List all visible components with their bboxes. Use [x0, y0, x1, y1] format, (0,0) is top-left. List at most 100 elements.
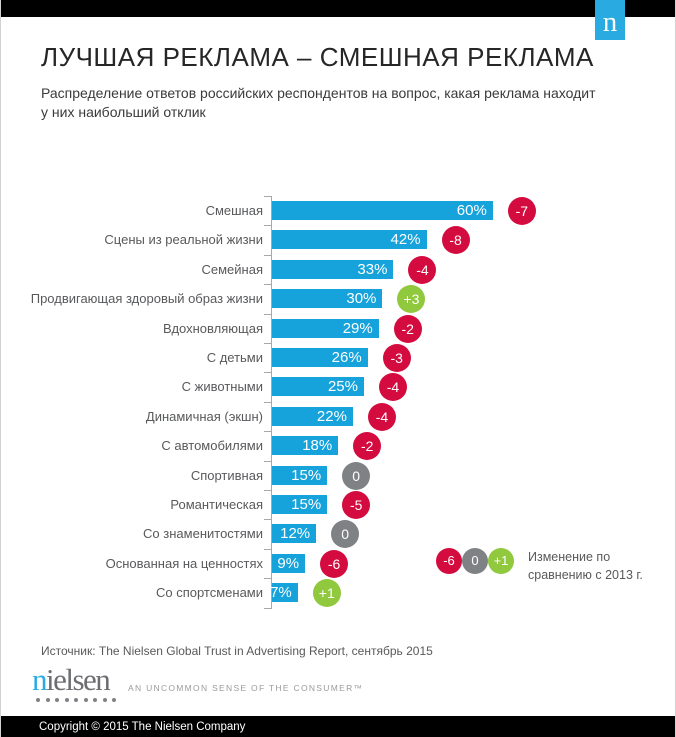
logo-dot	[112, 698, 116, 702]
chart-row: Со спортсменами 7% +1	[1, 578, 675, 608]
bar-value-label: 15%	[291, 496, 322, 513]
logo-dot	[64, 698, 69, 702]
axis-tick	[264, 254, 272, 256]
category-label: Романтическая	[170, 497, 263, 512]
category-label: Вдохновляющая	[162, 320, 263, 336]
bar-value-label: 60%	[456, 202, 487, 219]
axis-tick	[264, 313, 272, 315]
change-badge: 0	[331, 520, 360, 549]
chart-row: Смешная 60% -7	[1, 196, 675, 225]
bar-value-label: 12%	[280, 525, 311, 543]
bar-value-label: 15%	[291, 466, 322, 484]
bar: 7%	[270, 583, 298, 603]
bar-value-label: 18%	[302, 437, 333, 455]
brand-tagline: AN UNCOMMON SENSE OF THE CONSUMER™	[128, 683, 364, 693]
logo-dot	[45, 698, 50, 702]
logo-dot	[74, 698, 78, 702]
chart-row: Семейная 33% -4	[1, 255, 675, 284]
category-label: Сцены из реальной жизни	[104, 232, 263, 248]
bar-value-label: 29%	[342, 319, 373, 337]
category-label: С автомобилями	[161, 438, 263, 454]
chart-row: Динамичная (экшн) 22% -4	[1, 402, 675, 431]
logo-dot	[83, 698, 88, 702]
chart-row: С детьми 26% -3	[1, 343, 675, 372]
logo-dot	[102, 698, 107, 702]
chart-row: С автомобилями 18% -2	[1, 431, 675, 461]
change-badge: -6	[320, 549, 349, 578]
bar: 29%	[272, 318, 379, 338]
category-label: Семейная	[201, 261, 264, 277]
category-label: Спортивная	[190, 467, 263, 483]
change-badge: -4	[367, 402, 396, 431]
axis-tick	[264, 225, 272, 227]
axis-tick	[264, 490, 272, 491]
axis-tick	[264, 196, 272, 197]
category-label: Основанная на ценностях	[105, 555, 263, 571]
bar-value-label: 7%	[270, 584, 292, 602]
bar: 25%	[272, 377, 364, 397]
legend-sample-badge: -6	[436, 548, 462, 574]
top-bar	[1, 0, 675, 17]
chart-row: Основанная на ценностях 9% -6	[1, 549, 675, 578]
bar: 60%	[272, 201, 493, 220]
change-badge: -4	[408, 255, 437, 284]
copyright-text: Copyright © 2015 The Nielsen Company	[39, 720, 246, 733]
axis-tick	[264, 519, 272, 521]
change-badge: +3	[397, 285, 426, 314]
logo-dot	[55, 698, 59, 702]
change-badge: 0	[342, 461, 371, 490]
axis-tick	[264, 372, 272, 374]
chart-row: Романтическая 15% -5	[1, 490, 675, 519]
chart-row: Вдохновляющая 29% -2	[1, 314, 675, 343]
bar-value-label: 33%	[357, 260, 388, 278]
axis-tick	[264, 578, 272, 580]
bar-value-label: 9%	[277, 554, 300, 572]
bar: 33%	[272, 259, 394, 279]
category-label: Со спортсменами	[155, 585, 263, 601]
bar-value-label: 22%	[316, 407, 347, 425]
wordmark-first-letter: n	[32, 662, 48, 697]
change-badge: +1	[312, 579, 341, 608]
axis-tick	[264, 401, 272, 403]
category-label: С детьми	[206, 350, 263, 365]
page-subtitle: Распределение ответов российских респонд…	[41, 85, 596, 120]
change-badge: -8	[441, 226, 470, 255]
category-label: Продвигающая здоровый образ жизни	[30, 291, 263, 307]
axis-tick	[264, 607, 272, 609]
axis-tick	[264, 460, 272, 462]
nielsen-wordmark: nielsen	[32, 662, 111, 697]
legend-sample-badge: +1	[488, 548, 514, 574]
category-label: Динамичная (экшн)	[145, 408, 263, 424]
legend-label: Изменение по сравнению с 2013 г.	[528, 550, 643, 582]
axis-tick	[264, 343, 272, 344]
footer-bar: Copyright © 2015 The Nielsen Company	[1, 716, 675, 737]
bar-value-label: 30%	[346, 290, 377, 308]
logo-dot	[36, 698, 40, 702]
change-badge: -3	[382, 344, 411, 372]
chart-row: Спортивная 15% 0	[1, 461, 675, 490]
change-badge: -2	[353, 432, 382, 461]
logo-dot	[93, 698, 97, 702]
bar: 12%	[272, 524, 317, 544]
chart-row: Со знаменитостями 12% 0	[1, 519, 675, 549]
source-note: Источник: The Nielsen Global Trust in Ad…	[41, 644, 433, 658]
bar: 15%	[272, 465, 328, 485]
change-badge: -5	[342, 491, 371, 519]
bar: 26%	[272, 348, 368, 367]
change-badge: -7	[507, 197, 536, 225]
nielsen-logo-mark: n	[595, 0, 625, 40]
bar: 18%	[272, 436, 339, 456]
axis-tick	[264, 431, 272, 433]
bar-value-label: 26%	[331, 349, 362, 366]
bar: 9%	[272, 553, 306, 573]
legend-sample-badge: 0	[462, 548, 488, 574]
bar: 15%	[272, 495, 328, 514]
nielsen-logo-letter: n	[602, 6, 618, 38]
category-label: Смешная	[205, 203, 263, 218]
bar-value-label: 25%	[327, 378, 358, 396]
chart-row: Продвигающая здоровый образ жизни 30% +3	[1, 284, 675, 314]
bar: 22%	[272, 406, 353, 426]
category-label: С животными	[181, 379, 263, 395]
change-badge: -2	[393, 314, 422, 343]
